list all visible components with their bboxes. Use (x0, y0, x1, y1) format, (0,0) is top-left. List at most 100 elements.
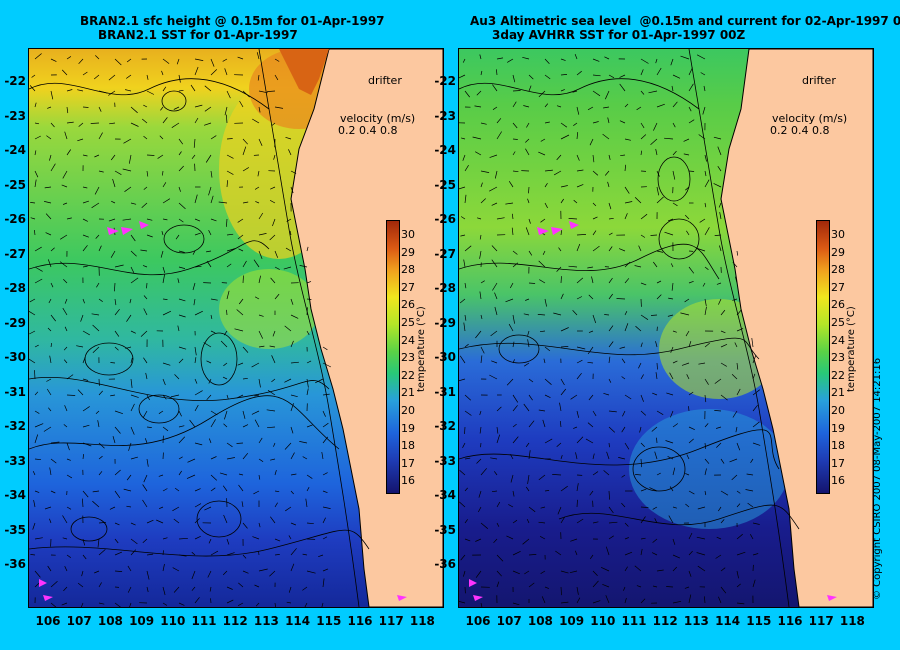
velocity-arrow (108, 218, 116, 222)
lat-label-left-minus33: -33 (4, 453, 26, 468)
velocity-arrow (219, 472, 228, 476)
velocity-arrow (616, 298, 626, 300)
velocity-arrow (77, 389, 84, 396)
velocity-arrow (477, 506, 482, 513)
velocity-arrow (634, 565, 642, 572)
velocity-arrow (205, 154, 212, 163)
velocity-arrow (524, 362, 530, 367)
velocity-arrow (624, 442, 630, 450)
velocity-arrow (29, 330, 36, 335)
velocity-arrow (44, 506, 52, 510)
velocity-arrow (624, 597, 627, 604)
velocity-arrow (608, 442, 610, 448)
velocity-arrow (460, 234, 466, 237)
velocity-arrow (635, 474, 642, 476)
velocity-arrow (698, 362, 706, 365)
velocity-arrow (745, 489, 754, 492)
velocity-arrow (290, 186, 294, 194)
velocity-arrow (207, 570, 212, 578)
velocity-arrow (587, 106, 594, 111)
velocity-arrow (512, 90, 521, 92)
velocity-arrow (82, 106, 89, 108)
velocity-arrow (162, 310, 172, 316)
velocity-arrow (608, 325, 614, 332)
velocity-arrow (720, 362, 727, 367)
velocity-arrow (587, 346, 594, 355)
velocity-arrow (258, 522, 261, 528)
velocity-arrow (650, 138, 658, 146)
velocity-arrow (114, 264, 124, 268)
velocity-arrow (284, 378, 292, 383)
velocity-arrow (718, 596, 722, 604)
velocity-arrow (652, 585, 658, 588)
velocity-arrow (162, 394, 167, 400)
left-sst-map (29, 49, 443, 607)
velocity-arrow (158, 410, 164, 414)
velocity-arrow (608, 202, 612, 210)
velocity-arrow (685, 186, 690, 191)
velocity-arrow (664, 137, 674, 140)
velocity-arrow (704, 306, 707, 316)
colorbar-tick-27: 27 (401, 280, 415, 294)
velocity-arrow (143, 104, 148, 108)
velocity-arrow (714, 410, 722, 412)
velocity-arrow (512, 436, 519, 444)
velocity-arrow (48, 298, 52, 304)
velocity-arrow (226, 599, 234, 604)
velocity-arrow (242, 346, 249, 353)
velocity-arrow (269, 345, 276, 348)
velocity-arrow (688, 550, 693, 556)
velocity-arrow (540, 218, 546, 223)
velocity-arrow (82, 154, 88, 157)
velocity-arrow (146, 74, 149, 80)
velocity-arrow (178, 425, 185, 428)
velocity-arrow (459, 469, 466, 476)
velocity-arrow (560, 570, 569, 574)
velocity-arrow (556, 105, 562, 108)
velocity-arrow (522, 538, 530, 545)
velocity-arrow (146, 154, 155, 156)
velocity-arrow (34, 135, 41, 140)
velocity-arrow (752, 553, 759, 556)
velocity-arrow (288, 535, 292, 540)
velocity-arrow (608, 378, 612, 383)
velocity-arrow (123, 488, 132, 492)
velocity-arrow (651, 552, 658, 556)
velocity-arrow (254, 186, 260, 190)
velocity-arrow (193, 298, 196, 306)
velocity-arrow (648, 90, 658, 94)
velocity-arrow (603, 470, 610, 476)
velocity-arrow (752, 354, 757, 364)
velocity-arrow (557, 506, 562, 515)
velocity-arrow (95, 234, 100, 239)
velocity-arrow (731, 374, 738, 380)
velocity-arrow (672, 423, 679, 428)
velocity-arrow (719, 245, 722, 252)
velocity-arrow (704, 596, 706, 604)
lat-label-right-minus30: -30 (434, 350, 456, 364)
velocity-arrow (592, 202, 597, 207)
velocity-arrow (223, 330, 228, 336)
velocity-arrow (736, 551, 746, 556)
velocity-arrow (178, 151, 182, 156)
velocity-arrow (110, 250, 116, 258)
velocity-arrow (560, 601, 569, 604)
velocity-arrow (98, 582, 102, 588)
velocity-scale-right: 0.2 0.4 0.8 (770, 124, 830, 137)
lon-label-right-115: 115 (746, 614, 772, 628)
velocity-arrow (560, 346, 569, 348)
velocity-arrow (34, 410, 40, 414)
velocity-arrow (475, 570, 482, 578)
lon-label-left-111: 111 (191, 614, 217, 628)
velocity-arrow (461, 137, 466, 140)
velocity-arrow (622, 410, 626, 417)
velocity-arrow (624, 261, 631, 268)
velocity-arrow (97, 538, 100, 548)
velocity-arrow (273, 154, 276, 160)
velocity-arrow (747, 502, 754, 508)
velocity-arrow (464, 314, 467, 321)
velocity-arrow (667, 314, 674, 317)
velocity-arrow (114, 58, 122, 66)
velocity-arrow (656, 280, 662, 284)
velocity-arrow (237, 218, 244, 223)
